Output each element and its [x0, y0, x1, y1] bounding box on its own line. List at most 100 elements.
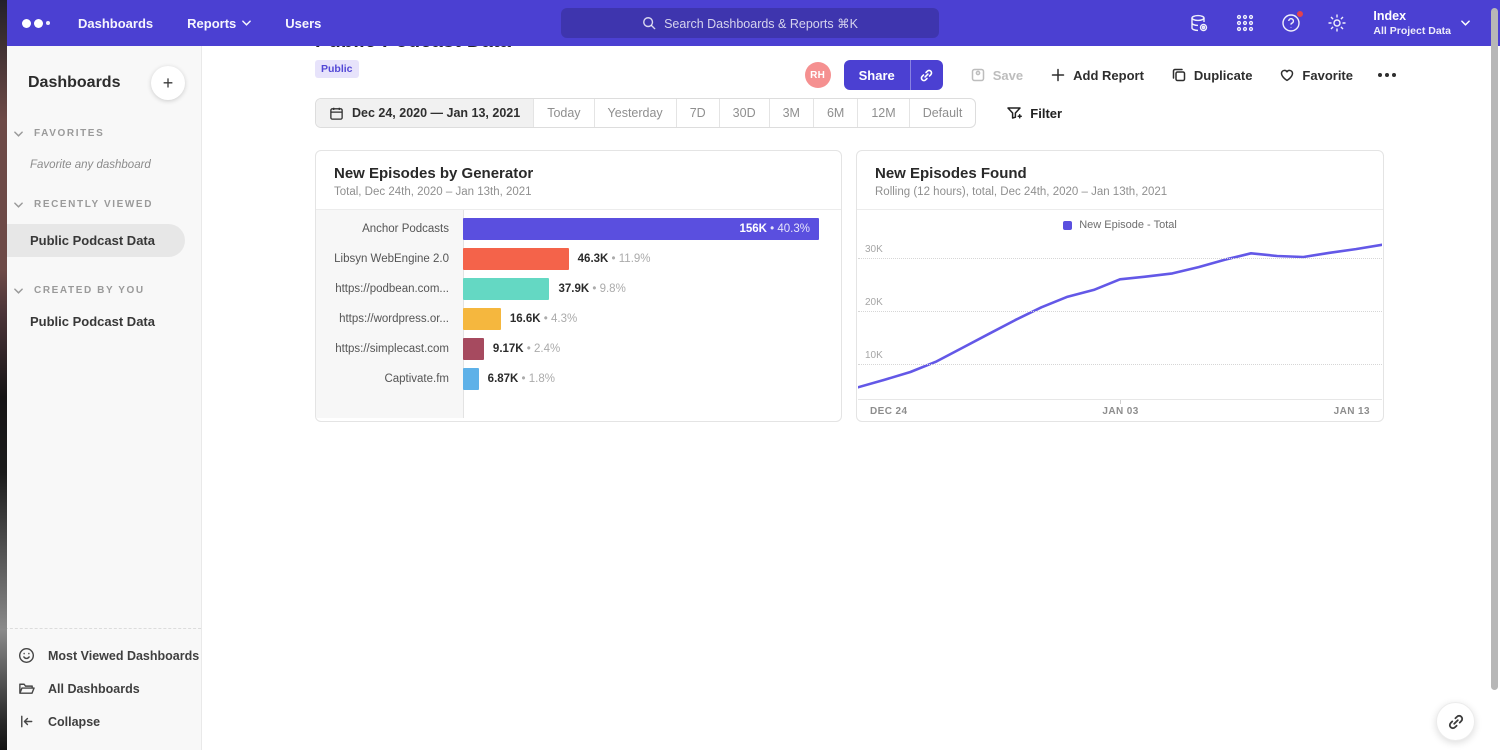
- chevron-down-icon: [242, 20, 251, 26]
- bar-category-label: https://simplecast.com: [316, 343, 463, 355]
- notification-badge: [1296, 10, 1304, 18]
- save-icon: [970, 67, 986, 83]
- line-chart-title: New Episodes Found: [875, 165, 1365, 182]
- preset-yesterday[interactable]: Yesterday: [594, 99, 676, 127]
- x-tick-label: DEC 24: [870, 406, 907, 417]
- add-dashboard-button[interactable]: +: [151, 66, 185, 100]
- preset-today[interactable]: Today: [533, 99, 593, 127]
- add-report-button[interactable]: Add Report: [1050, 67, 1144, 83]
- bar-value-label: 156K • 40.3%: [739, 223, 810, 235]
- bar-row: https://podbean.com...37.9K • 9.8%: [316, 274, 841, 304]
- chevron-down-icon: [14, 288, 23, 294]
- sidebar-title: Dashboards: [28, 74, 120, 92]
- bar-track: 6.87K • 1.8%: [463, 368, 819, 390]
- bar-row: https://simplecast.com9.17K • 2.4%: [316, 334, 841, 364]
- section-recently-viewed: RECENTLY VIEWED Public Podcast Data: [0, 199, 201, 257]
- sidebar-item-public-podcast-data[interactable]: Public Podcast Data: [0, 224, 185, 257]
- bar-row: Captivate.fm 6.87K • 1.8%: [316, 364, 841, 394]
- bar-row: https://wordpress.or...16.6K • 4.3%: [316, 304, 841, 334]
- nav-item-reports[interactable]: Reports: [187, 16, 251, 31]
- share-button[interactable]: Share: [844, 60, 943, 90]
- folder-icon: [18, 680, 35, 697]
- preset-12m[interactable]: 12M: [857, 99, 908, 127]
- collapse-icon: [18, 713, 35, 730]
- bar-category-label: https://podbean.com...: [316, 283, 463, 295]
- mixpanel-logo-icon[interactable]: [22, 19, 50, 28]
- search-placeholder: Search Dashboards & Reports ⌘K: [664, 16, 858, 31]
- project-switcher[interactable]: Index All Project Data: [1373, 9, 1470, 37]
- legend-swatch: [1063, 221, 1072, 230]
- link-icon: [919, 68, 934, 83]
- most-viewed-dashboards-button[interactable]: Most Viewed Dashboards: [0, 639, 201, 672]
- apps-grid-icon[interactable]: [1235, 13, 1255, 33]
- section-created-by-you-header[interactable]: CREATED BY YOU: [0, 285, 201, 296]
- x-tick-label: JAN 13: [1334, 406, 1370, 417]
- line-chart-plot[interactable]: 30K 20K 10K: [858, 239, 1382, 399]
- collapse-sidebar-button[interactable]: Collapse: [0, 705, 201, 738]
- date-range-picker[interactable]: Dec 24, 2020 — Jan 13, 2021: [316, 99, 533, 127]
- bar-row: Anchor Podcasts156K • 40.3%: [316, 214, 841, 244]
- floating-link-button[interactable]: [1436, 702, 1475, 741]
- duplicate-button[interactable]: Duplicate: [1171, 67, 1253, 83]
- bar-value-label: 6.87K • 1.8%: [488, 373, 555, 385]
- settings-gear-icon[interactable]: [1327, 13, 1347, 33]
- bar-chart-subtitle: Total, Dec 24th, 2020 – Jan 13th, 2021: [334, 186, 823, 198]
- bar[interactable]: [463, 308, 501, 330]
- bar[interactable]: [463, 278, 549, 300]
- copy-link-button[interactable]: [910, 60, 943, 90]
- preset-7d[interactable]: 7D: [676, 99, 719, 127]
- bar-row: Libsyn WebEngine 2.046.3K • 11.9%: [316, 244, 841, 274]
- date-range-control: Dec 24, 2020 — Jan 13, 2021 Today Yester…: [315, 98, 976, 128]
- bar-track: 37.9K • 9.8%: [463, 278, 819, 300]
- bar[interactable]: 156K • 40.3%: [463, 218, 819, 240]
- line-series: [858, 239, 1382, 399]
- section-recently-viewed-header[interactable]: RECENTLY VIEWED: [0, 199, 201, 210]
- bar-track: 9.17K • 2.4%: [463, 338, 819, 360]
- sidebar: Dashboards + FAVORITES Favorite any dash…: [0, 46, 202, 750]
- legend-label: New Episode - Total: [1079, 219, 1177, 231]
- nav-item-dashboards[interactable]: Dashboards: [78, 16, 153, 31]
- sidebar-footer: Most Viewed Dashboards All Dashboards Co…: [0, 628, 201, 750]
- legend: New Episode - Total: [857, 210, 1383, 237]
- preset-6m[interactable]: 6M: [813, 99, 857, 127]
- filter-button[interactable]: Filter: [1006, 105, 1062, 121]
- date-toolbar: Dec 24, 2020 — Jan 13, 2021 Today Yester…: [315, 98, 1500, 128]
- bar-category-label: Captivate.fm: [316, 373, 463, 385]
- section-favorites-header[interactable]: FAVORITES: [0, 128, 201, 139]
- bar-category-label: Libsyn WebEngine 2.0: [316, 253, 463, 265]
- calendar-icon: [329, 106, 344, 121]
- help-icon[interactable]: [1281, 13, 1301, 33]
- filter-funnel-icon: [1006, 105, 1022, 121]
- bar[interactable]: [463, 368, 479, 390]
- preset-3m[interactable]: 3M: [769, 99, 813, 127]
- preset-30d[interactable]: 30D: [719, 99, 769, 127]
- sidebar-item-public-podcast-data-created[interactable]: Public Podcast Data: [0, 314, 201, 329]
- y-tick-label: 20K: [865, 297, 883, 308]
- bar-category-label: https://wordpress.or...: [316, 313, 463, 325]
- more-options-button[interactable]: [1378, 73, 1396, 77]
- public-badge: Public: [315, 60, 359, 78]
- avatar[interactable]: RH: [805, 62, 831, 88]
- y-tick-label: 30K: [865, 244, 883, 255]
- search-input[interactable]: Search Dashboards & Reports ⌘K: [561, 8, 939, 38]
- vertical-scrollbar[interactable]: [1491, 8, 1498, 690]
- report-cards: New Episodes by Generator Total, Dec 24t…: [315, 150, 1500, 422]
- x-axis: DEC 24 JAN 03 JAN 13: [858, 399, 1382, 417]
- section-favorites: FAVORITES Favorite any dashboard: [0, 128, 201, 171]
- favorite-button[interactable]: Favorite: [1279, 67, 1353, 83]
- save-button[interactable]: Save: [970, 67, 1023, 83]
- bar-track: 156K • 40.3%: [463, 218, 819, 240]
- bar-track: 46.3K • 11.9%: [463, 248, 819, 270]
- search-icon: [642, 16, 656, 30]
- data-management-icon[interactable]: [1189, 13, 1209, 33]
- project-name: Index: [1373, 9, 1451, 25]
- window-edge-artifact: [0, 0, 7, 750]
- line-chart-subtitle: Rolling (12 hours), total, Dec 24th, 202…: [875, 186, 1365, 198]
- preset-default[interactable]: Default: [909, 99, 976, 127]
- nav-item-users[interactable]: Users: [285, 16, 321, 31]
- bar[interactable]: [463, 248, 569, 270]
- project-subtitle: All Project Data: [1373, 25, 1451, 37]
- y-tick-label: 10K: [865, 350, 883, 361]
- bar[interactable]: [463, 338, 484, 360]
- all-dashboards-button[interactable]: All Dashboards: [0, 672, 201, 705]
